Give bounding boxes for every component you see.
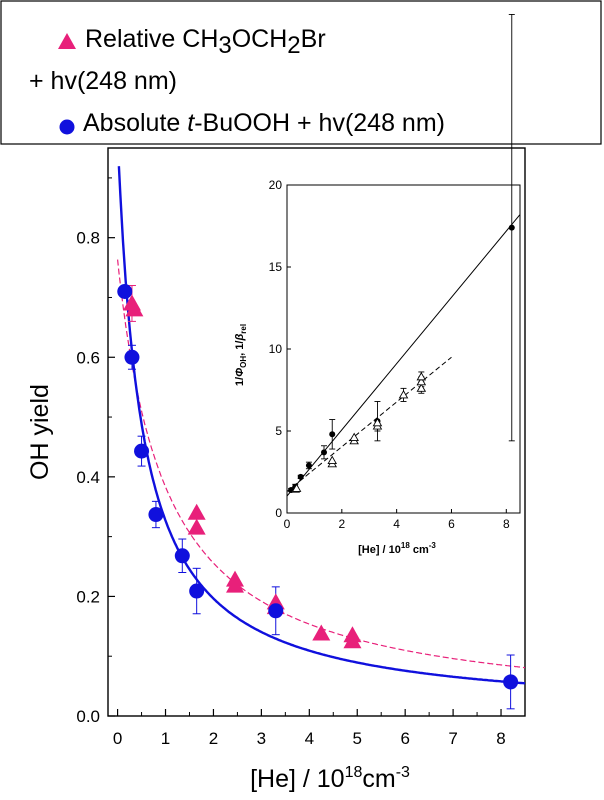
main-x-tick-label: 3 — [257, 729, 266, 748]
main-y-tick-label: 0.8 — [76, 229, 100, 248]
inset-y-tick-label: 10 — [269, 342, 283, 356]
main-y-tick-label: 0.6 — [76, 348, 100, 367]
absolute-data-point — [174, 548, 190, 564]
absolute-data-point — [148, 507, 164, 523]
legend-entry-absolute: Absolute t-BuOOH + hv(248 nm) — [83, 109, 445, 137]
inset-filled-circle — [297, 473, 304, 480]
main-x-tick-label: 4 — [305, 729, 314, 748]
inset-y-tick-label: 20 — [269, 178, 283, 192]
relative-data-point — [343, 632, 362, 649]
relative-data-point — [312, 624, 331, 641]
inset-y-ticks: 0 5 10 15 20 — [269, 178, 291, 520]
main-y-tick-label: 0.4 — [76, 468, 100, 487]
main-x-ticks: 0 1 2 3 4 5 6 7 8 — [113, 709, 506, 748]
inset-x-axis-title: [He] / 1018 cm-3 — [358, 541, 436, 556]
inset-open-triangle — [416, 371, 427, 381]
main-x-tick-label: 6 — [400, 729, 409, 748]
inset-data-points — [288, 224, 515, 494]
inset-x-tick-label: 4 — [393, 517, 400, 531]
legend: Relative CH3OCH2Br + hv(248 nm) Absolute… — [0, 0, 602, 145]
main-x-tick-label: 2 — [209, 729, 218, 748]
inset-filled-circle — [329, 431, 336, 438]
legend-box — [0, 0, 602, 145]
main-plot: 0 1 2 3 4 5 6 7 8 0.0 0.2 0.4 0.6 0.8 OH yield [He] … — [26, 147, 526, 793]
legend-entry-relative: Relative CH3OCH2Br — [85, 25, 326, 59]
relative-data-point — [187, 518, 206, 535]
inset-plot: 0 2 4 6 8 0 5 10 15 20 1/ΦOH, 1/βrel [He] / 1018… — [234, 13, 521, 556]
main-x-tick-label: 0 — [113, 729, 122, 748]
inset-x-ticks: 0 2 4 6 8 — [284, 509, 510, 531]
inset-open-triangle — [291, 483, 302, 492]
inset-y-tick-label: 15 — [269, 260, 283, 274]
absolute-data-point — [124, 349, 140, 365]
main-x-tick-label: 8 — [496, 729, 505, 748]
legend-entry-relative-line2: + hv(248 nm) — [29, 67, 177, 95]
inset-y-axis-title: 1/ΦOH, 1/βrel — [234, 324, 248, 386]
inset-solid-fit — [286, 214, 521, 497]
relative-data-point — [226, 576, 245, 593]
legend-triangle-marker — [58, 33, 76, 49]
absolute-data-point — [189, 583, 205, 599]
main-y-tick-label: 0.0 — [76, 707, 100, 726]
main-x-tick-label: 7 — [448, 729, 457, 748]
absolute-data-point — [503, 674, 519, 690]
inset-x-tick-label: 2 — [338, 517, 345, 531]
main-y-ticks: 0.0 0.2 0.4 0.6 0.8 — [76, 177, 115, 726]
absolute-data-point — [134, 443, 150, 459]
inset-open-triangle — [398, 390, 409, 399]
inset-filled-circle — [321, 449, 328, 456]
main-x-axis-title: [He] / 1018cm-3 — [250, 764, 410, 793]
inset-open-triangle — [416, 383, 427, 392]
relative-data-point — [125, 300, 144, 317]
inset-open-triangle — [349, 432, 359, 442]
inset-y-tick-label: 5 — [275, 424, 282, 438]
inset-filled-circle — [305, 462, 312, 469]
main-plot-frame — [107, 147, 526, 717]
main-data-points — [117, 283, 519, 690]
main-y-tick-label: 0.2 — [76, 587, 100, 606]
main-y-axis-title: OH yield — [26, 384, 54, 480]
relative-data-point — [187, 503, 206, 520]
main-x-tick-label: 5 — [353, 729, 362, 748]
inset-x-tick-label: 8 — [503, 517, 510, 531]
legend-circle-marker — [59, 119, 75, 135]
inset-y-tick-label: 0 — [275, 506, 282, 520]
absolute-data-point — [117, 283, 133, 299]
absolute-data-point — [268, 603, 284, 619]
inset-open-triangle — [372, 417, 383, 427]
inset-x-tick-label: 0 — [284, 517, 291, 531]
inset-open-triangle — [327, 455, 338, 464]
inset-filled-circle — [508, 224, 515, 231]
inset-x-tick-label: 6 — [448, 517, 455, 531]
inset-plot-frame — [286, 184, 521, 514]
main-x-tick-label: 1 — [161, 729, 170, 748]
absolute-fit-curve — [117, 166, 526, 685]
inset-open-triangle — [416, 376, 427, 386]
